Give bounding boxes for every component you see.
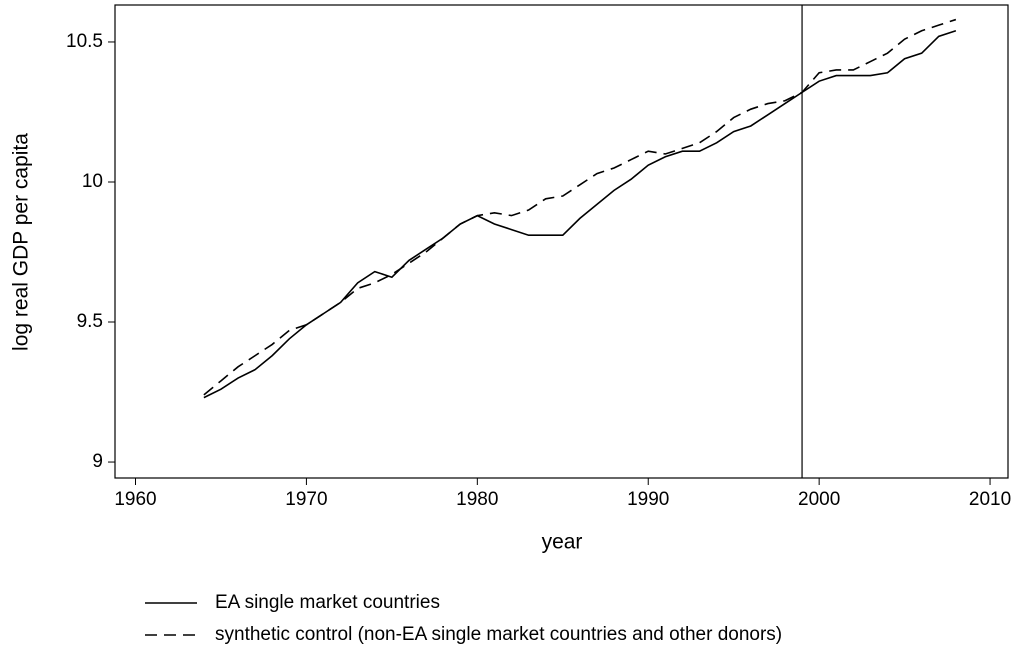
- x-tick-label: 2000: [798, 489, 840, 510]
- x-tick-label: 2010: [969, 489, 1011, 510]
- y-axis-label: log real GDP per capita: [10, 133, 33, 351]
- y-tick-label: 9: [92, 451, 103, 472]
- x-tick-label: 1980: [456, 489, 498, 510]
- x-axis-label: year: [542, 531, 583, 554]
- series-line: [203, 18, 957, 396]
- x-tick-label: 1990: [627, 489, 669, 510]
- x-tick-label: 1960: [114, 489, 156, 510]
- legend-label: EA single market countries: [215, 592, 440, 613]
- y-tick-label: 10.5: [66, 31, 103, 52]
- x-tick-label: 1970: [285, 489, 327, 510]
- y-tick-label: 9.5: [77, 311, 103, 332]
- legend-label: synthetic control (non-EA single market …: [215, 624, 782, 645]
- y-tick-label: 10: [82, 171, 103, 192]
- plot-frame: [114, 4, 1009, 479]
